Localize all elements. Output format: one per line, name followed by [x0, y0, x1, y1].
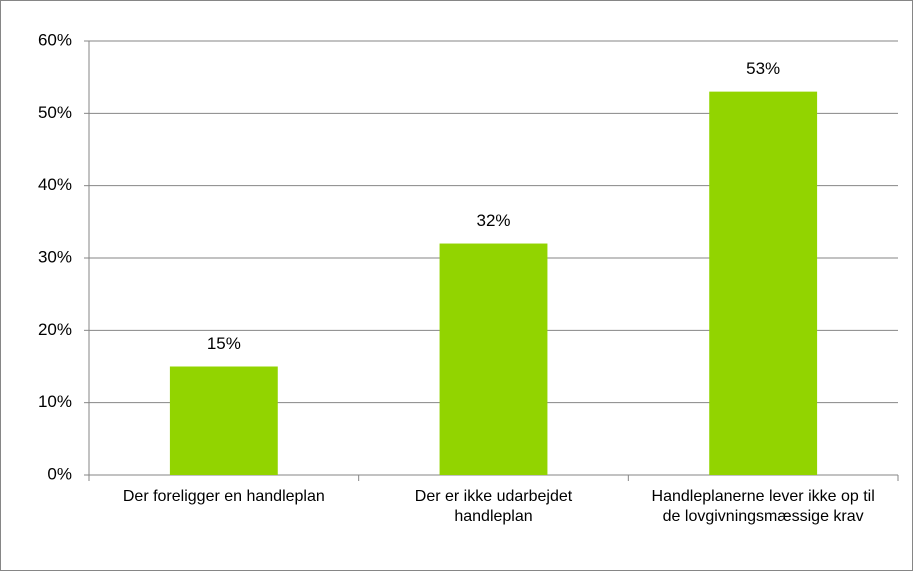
y-tick-label: 10%: [38, 392, 72, 411]
x-tick-label: Der er ikke udarbejdet handleplan: [414, 488, 573, 525]
bar: [709, 91, 818, 475]
y-tick-label: 50%: [38, 103, 72, 122]
y-tick-label: 30%: [38, 247, 72, 266]
bar: [169, 366, 278, 475]
y-tick-label: 40%: [38, 175, 72, 194]
data-label: 32%: [476, 211, 510, 230]
x-tick-label: Der foreligger en handleplan: [122, 488, 325, 505]
x-tick-label: Handleplanerne lever ikke op til de lovg…: [651, 488, 875, 525]
y-tick-label: 60%: [38, 30, 72, 49]
data-label: 15%: [207, 334, 241, 353]
y-tick-label: 0%: [47, 464, 72, 483]
data-label: 53%: [746, 59, 780, 78]
bar: [439, 243, 548, 475]
y-tick-label: 20%: [38, 320, 72, 339]
